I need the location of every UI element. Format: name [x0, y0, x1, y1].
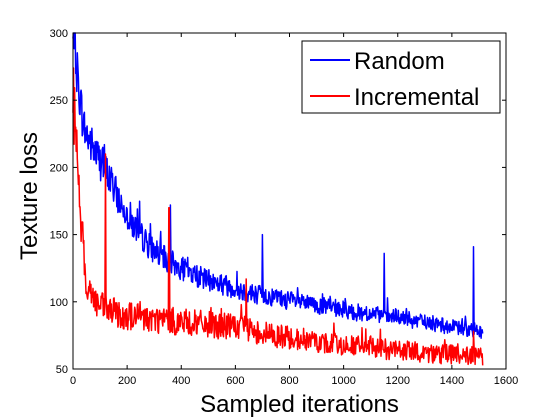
legend-label-random: Random — [354, 48, 445, 75]
legend: Random Incremental — [301, 40, 501, 114]
legend-label-incremental: Incremental — [354, 84, 479, 111]
x-tick-label: 1200 — [386, 375, 410, 387]
series-layer — [72, 32, 484, 366]
y-tick-label: 150 — [50, 230, 68, 242]
x-tick-label: 400 — [172, 375, 190, 387]
y-tick-label: 200 — [50, 162, 68, 174]
y-tick-label: 300 — [50, 28, 68, 40]
y-tick-label: 50 — [56, 364, 68, 376]
legend-box — [301, 40, 501, 114]
y-tick-label: 250 — [50, 95, 68, 107]
series-line-incremental — [72, 67, 484, 366]
x-tick-label: 0 — [70, 375, 76, 387]
y-tick-label: 100 — [50, 297, 68, 309]
y-axis-title: Texture loss — [16, 132, 43, 260]
x-axis-title: Sampled iterations — [200, 391, 399, 418]
x-tick-label: 1000 — [331, 375, 355, 387]
x-tick-label: 800 — [280, 375, 298, 387]
y-axis-ticks: 50 100 150 200 250 300 — [50, 28, 506, 376]
x-tick-label: 1600 — [494, 375, 518, 387]
x-tick-label: 1400 — [440, 375, 464, 387]
x-tick-label: 600 — [226, 375, 244, 387]
series-line-random — [72, 32, 484, 339]
x-axis-ticks: 0 200 400 600 800 1000 1200 1400 1600 — [70, 33, 518, 387]
x-tick-label: 200 — [118, 375, 136, 387]
